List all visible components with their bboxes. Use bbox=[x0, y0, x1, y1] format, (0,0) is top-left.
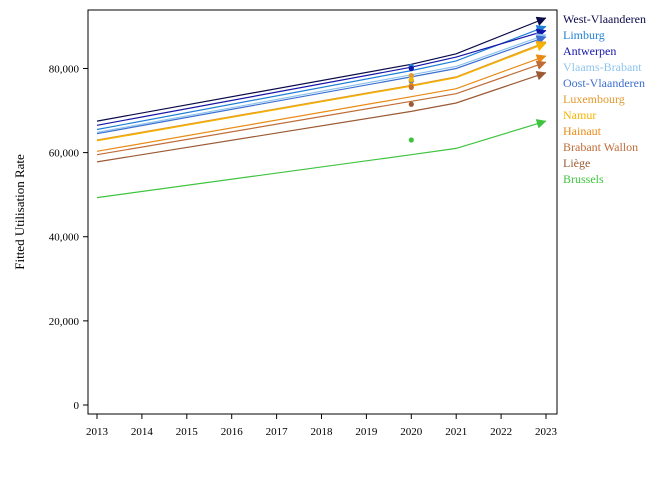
x-tick-label: 2021 bbox=[445, 426, 467, 438]
x-axis: 2013 2014 2015 2016 2017 2018 2019 2020 2021 2022… bbox=[86, 414, 558, 438]
legend-entry: Brabant Wallon bbox=[563, 140, 638, 154]
plot-area-frame bbox=[87, 9, 558, 415]
series-line bbox=[96, 55, 547, 152]
legend: West-Vlaanderen Limburg Antwerpen Vlaams-Br… bbox=[563, 12, 646, 186]
legend-entry: Luxembourg bbox=[563, 92, 625, 106]
x-tick-label: 2016 bbox=[221, 426, 244, 438]
series-line bbox=[96, 34, 547, 133]
observed-point bbox=[408, 137, 414, 143]
y-axis-title: Fitted Utilisation Rate bbox=[12, 154, 27, 270]
y-tick-label: 80,000 bbox=[49, 63, 80, 75]
series-line bbox=[96, 30, 547, 126]
series-line bbox=[96, 72, 547, 163]
x-tick-label: 2019 bbox=[355, 426, 378, 438]
y-tick-label: 0 bbox=[74, 400, 80, 412]
observed-point bbox=[408, 101, 414, 107]
x-tick-label: 2017 bbox=[266, 426, 289, 438]
observed-point bbox=[408, 65, 414, 72]
series-arrowhead bbox=[535, 70, 547, 81]
legend-entry: Vlaams-Brabant bbox=[563, 60, 642, 74]
y-tick-label: 40,000 bbox=[49, 232, 80, 244]
legend-entry: Antwerpen bbox=[563, 44, 616, 58]
x-tick-label: 2023 bbox=[535, 426, 558, 438]
legend-entry: Hainaut bbox=[563, 124, 602, 138]
series-arrowhead bbox=[535, 16, 547, 26]
series-line bbox=[96, 42, 547, 142]
y-tick-label: 60,000 bbox=[49, 148, 80, 160]
series-lines bbox=[96, 16, 547, 199]
x-tick-label: 2015 bbox=[176, 426, 199, 438]
series-line bbox=[96, 17, 547, 122]
x-tick-label: 2022 bbox=[490, 426, 512, 438]
x-tick-label: 2014 bbox=[131, 426, 154, 438]
series-line bbox=[96, 36, 547, 135]
series-line bbox=[96, 120, 547, 199]
legend-entry: Brussels bbox=[563, 172, 604, 186]
x-tick-label: 2013 bbox=[86, 426, 109, 438]
observed-point bbox=[408, 77, 414, 83]
y-tick-label: 20,000 bbox=[49, 316, 80, 328]
series-arrowhead bbox=[535, 42, 547, 52]
series-line bbox=[96, 61, 547, 156]
observed-point bbox=[408, 84, 414, 91]
y-axis: 0 20,000 40,000 60,000 80,000 bbox=[49, 63, 88, 412]
legend-entry: Limburg bbox=[563, 28, 605, 42]
legend-entry: Oost-Vlaanderen bbox=[563, 76, 645, 90]
observed-point bbox=[408, 73, 414, 79]
legend-entry: Liège bbox=[563, 156, 590, 170]
x-tick-label: 2018 bbox=[311, 426, 334, 438]
series-line bbox=[96, 41, 547, 141]
series-arrowhead bbox=[535, 119, 547, 129]
observed-points bbox=[408, 63, 414, 143]
legend-entry: West-Vlaanderen bbox=[563, 12, 646, 26]
x-tick-label: 2020 bbox=[400, 426, 423, 438]
legend-entry: Namur bbox=[563, 108, 596, 122]
series-arrowhead bbox=[535, 60, 547, 70]
